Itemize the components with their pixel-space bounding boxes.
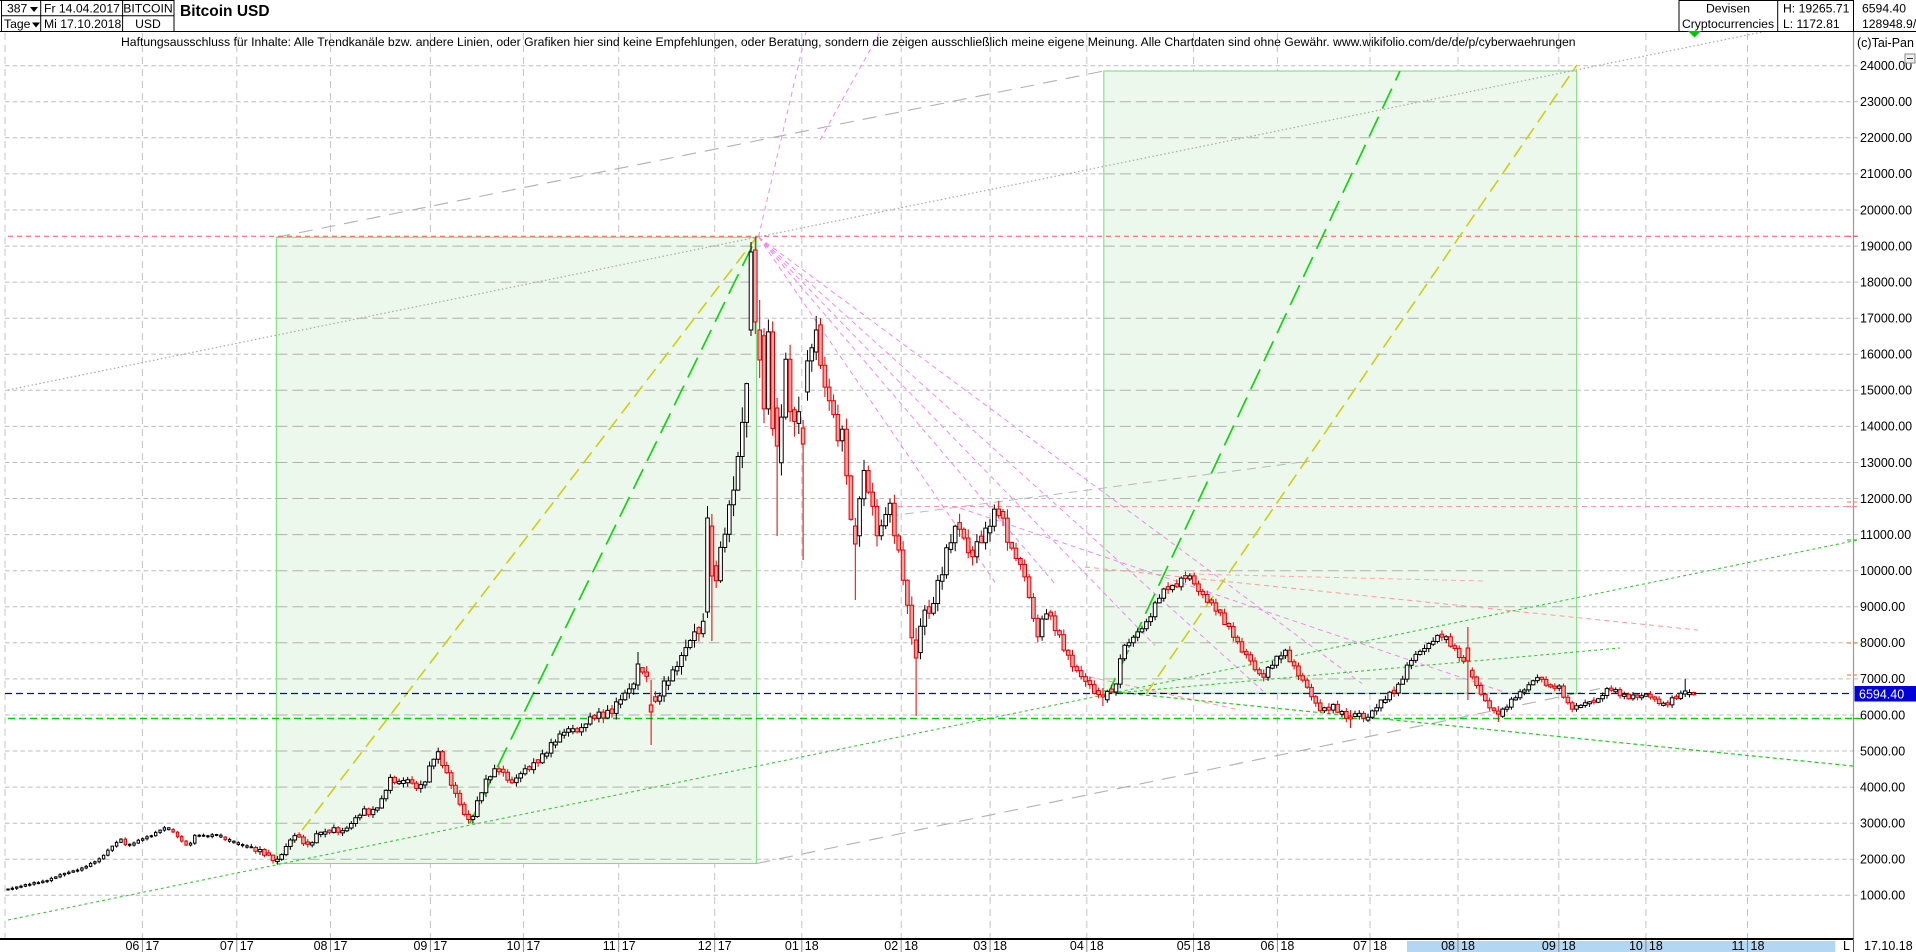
svg-text:21000.00: 21000.00 <box>1860 167 1912 181</box>
svg-text:03: 03 <box>973 939 987 952</box>
svg-text:23000.00: 23000.00 <box>1860 95 1912 109</box>
svg-text:USD: USD <box>135 17 161 31</box>
svg-text:10000.00: 10000.00 <box>1860 564 1912 578</box>
svg-text:4000.00: 4000.00 <box>1860 780 1905 794</box>
svg-text:04: 04 <box>1070 939 1084 952</box>
svg-text:15000.00: 15000.00 <box>1860 384 1912 398</box>
svg-text:17: 17 <box>433 939 447 952</box>
svg-text:Bitcoin USD: Bitcoin USD <box>180 3 270 20</box>
svg-text:18: 18 <box>805 939 819 952</box>
svg-text:8000.00: 8000.00 <box>1860 636 1905 650</box>
svg-text:08: 08 <box>1441 939 1455 952</box>
svg-text:Devisen: Devisen <box>1706 2 1750 16</box>
svg-text:18: 18 <box>1751 939 1765 952</box>
svg-text:17: 17 <box>240 939 254 952</box>
svg-text:08: 08 <box>314 939 328 952</box>
svg-text:11: 11 <box>1732 939 1745 952</box>
svg-text:18: 18 <box>1373 939 1387 952</box>
svg-text:17: 17 <box>718 939 732 952</box>
svg-text:18: 18 <box>1649 939 1663 952</box>
svg-text:16000.00: 16000.00 <box>1860 348 1912 362</box>
svg-text:12: 12 <box>698 939 712 952</box>
svg-text:07: 07 <box>1353 939 1367 952</box>
svg-text:07: 07 <box>220 939 234 952</box>
svg-text:7000.00: 7000.00 <box>1860 672 1905 686</box>
svg-text:1000.00: 1000.00 <box>1860 889 1905 903</box>
svg-text:18: 18 <box>1280 939 1294 952</box>
svg-text:18: 18 <box>1197 939 1211 952</box>
svg-text:Fr 14.04.2017: Fr 14.04.2017 <box>44 2 120 16</box>
svg-text:9000.00: 9000.00 <box>1860 600 1905 614</box>
svg-text:18: 18 <box>904 939 918 952</box>
svg-text:05: 05 <box>1177 939 1191 952</box>
svg-text:18: 18 <box>1090 939 1104 952</box>
svg-text:18: 18 <box>993 939 1007 952</box>
svg-text:5000.00: 5000.00 <box>1860 744 1905 758</box>
svg-text:17: 17 <box>622 939 636 952</box>
svg-text:6594.40: 6594.40 <box>1859 688 1904 702</box>
svg-text:10: 10 <box>506 939 520 952</box>
svg-text:12000.00: 12000.00 <box>1860 492 1912 506</box>
svg-text:17: 17 <box>334 939 348 952</box>
svg-text:17: 17 <box>145 939 159 952</box>
svg-text:387: 387 <box>7 2 28 16</box>
svg-text:09: 09 <box>1542 939 1556 952</box>
svg-text:06: 06 <box>1260 939 1274 952</box>
svg-text:19000.00: 19000.00 <box>1860 239 1912 253</box>
svg-text:6000.00: 6000.00 <box>1860 708 1905 722</box>
svg-text:2000.00: 2000.00 <box>1860 853 1905 867</box>
svg-text:18: 18 <box>1461 939 1475 952</box>
svg-text:L: L <box>1843 939 1850 952</box>
svg-text:11000.00: 11000.00 <box>1860 528 1911 542</box>
svg-text:09: 09 <box>413 939 427 952</box>
svg-text:10: 10 <box>1629 939 1643 952</box>
svg-text:11: 11 <box>603 939 616 952</box>
svg-text:Mi 17.10.2018: Mi 17.10.2018 <box>44 17 121 31</box>
svg-text:17000.00: 17000.00 <box>1860 312 1912 326</box>
svg-text:18: 18 <box>1562 939 1576 952</box>
svg-text:6594.40: 6594.40 <box>1862 2 1906 16</box>
svg-text:Haftungsausschluss für Inhalte: Haftungsausschluss für Inhalte: Alle Tre… <box>121 35 1576 49</box>
svg-text:H: 19265.71: H: 19265.71 <box>1783 2 1850 16</box>
svg-text:Cryptocurrencies: Cryptocurrencies <box>1682 17 1774 31</box>
svg-text:24000.00: 24000.00 <box>1860 59 1912 73</box>
svg-text:3000.00: 3000.00 <box>1860 817 1905 831</box>
svg-text:(c)Tai-Pan: (c)Tai-Pan <box>1857 36 1914 50</box>
svg-text:14000.00: 14000.00 <box>1860 420 1912 434</box>
svg-text:17.10.18: 17.10.18 <box>1864 939 1913 952</box>
svg-text:L: 1172.81: L: 1172.81 <box>1783 17 1840 31</box>
svg-text:02: 02 <box>884 939 898 952</box>
svg-text:17: 17 <box>526 939 540 952</box>
svg-text:18000.00: 18000.00 <box>1860 275 1912 289</box>
svg-text:20000.00: 20000.00 <box>1860 203 1912 217</box>
svg-text:13000.00: 13000.00 <box>1860 456 1912 470</box>
svg-text:06: 06 <box>125 939 139 952</box>
svg-text:Tage: Tage <box>4 17 31 31</box>
svg-text:22000.00: 22000.00 <box>1860 131 1912 145</box>
svg-text:128948.9/: 128948.9/ <box>1862 17 1916 31</box>
svg-text:BITCOIN: BITCOIN <box>123 2 172 16</box>
svg-text:01: 01 <box>785 939 799 952</box>
